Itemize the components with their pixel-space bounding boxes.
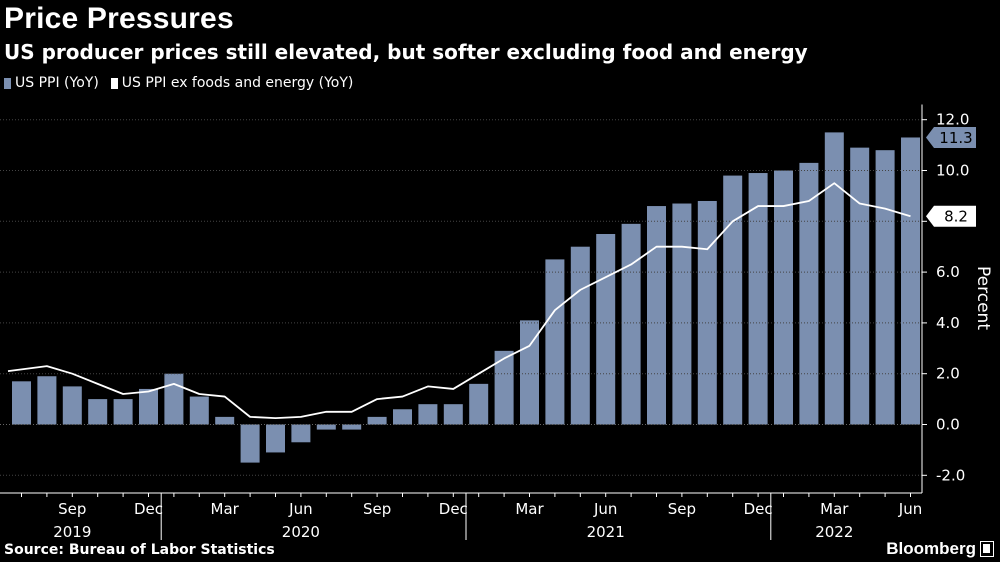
bar (62, 386, 82, 425)
bar (850, 147, 870, 425)
x-tick-label: Mar (211, 500, 240, 518)
brand-logo-text: Bloomberg (886, 539, 976, 558)
bar (697, 200, 717, 425)
bar (621, 223, 641, 425)
x-year-label: 2021 (587, 523, 625, 541)
x-tick-label: Sep (668, 500, 696, 518)
y-tick-label: 10.0 (936, 162, 969, 180)
bar (647, 206, 666, 425)
y-tick-label: 0.0 (936, 416, 960, 434)
end-label-ppi-box (926, 126, 976, 148)
bar (12, 381, 31, 425)
x-tick-label: Sep (58, 500, 86, 518)
bar (469, 383, 489, 425)
line-path (7, 182, 911, 420)
legend-swatch-ppi-core (110, 77, 118, 89)
end-labels: 11.3 8.2 (926, 126, 976, 227)
bloomberg-icon (980, 541, 994, 557)
y-axis: 12.010.08.06.04.02.00.0-2.0 (0, 104, 969, 493)
legend-item-ppi-core: US PPI ex foods and energy (YoY) (110, 75, 354, 91)
x-tick-label: Jun (288, 500, 312, 518)
bar (215, 416, 235, 425)
x-tick-label: Jun (593, 500, 617, 518)
y-tick-label: -2.0 (936, 466, 965, 484)
bar (570, 246, 590, 425)
bar (748, 173, 768, 425)
bar (342, 424, 362, 430)
bar (88, 399, 108, 425)
y-tick-label: 4.0 (936, 314, 960, 332)
x-axis: Sep Dec Mar Jun Sep Dec Mar Jun Sep Dec Mar Jun 2019… (0, 492, 922, 541)
bar (672, 203, 692, 425)
x-tick-label: Dec (439, 500, 468, 518)
x-year-label: 2020 (282, 523, 320, 541)
legend-swatch-ppi (4, 77, 11, 89)
bar (113, 399, 133, 425)
y-axis-label: Percent (973, 266, 993, 330)
bar (824, 132, 844, 425)
bar (418, 404, 438, 425)
bar (139, 388, 158, 425)
bar-series-ppi (12, 132, 920, 463)
bar (723, 175, 743, 425)
bar (596, 234, 616, 425)
bar (494, 350, 514, 425)
bar (393, 409, 412, 425)
bar (799, 162, 819, 425)
chart-title: Price Pressures (4, 2, 234, 35)
line-series-ppi-core (7, 182, 911, 420)
bar (37, 376, 57, 425)
bar (774, 170, 793, 425)
x-year-label: 2022 (815, 523, 853, 541)
bar (240, 424, 260, 463)
x-year-label: 2019 (53, 523, 91, 541)
legend-item-ppi: US PPI (YoY) (4, 75, 99, 91)
bar (545, 259, 565, 425)
y-tick-label: 6.0 (936, 263, 960, 281)
bar (875, 150, 895, 425)
bar (443, 404, 463, 425)
end-label-ppi-core: 8.2 (944, 208, 968, 226)
x-tick-label: Jun (898, 500, 922, 518)
chart-subtitle: US producer prices still elevated, but s… (4, 40, 808, 64)
y-tick-label: 2.0 (936, 365, 960, 383)
legend-label-ppi-core: US PPI ex foods and energy (YoY) (121, 75, 354, 91)
source-note: Source: Bureau of Labor Statistics (4, 542, 275, 558)
bar (367, 416, 387, 425)
bar (291, 424, 311, 443)
bar (164, 373, 184, 425)
bar (266, 424, 285, 453)
y-tick-label: 12.0 (936, 111, 969, 129)
x-tick-label: Sep (363, 500, 391, 518)
bar (520, 320, 539, 425)
x-tick-label: Dec (744, 500, 773, 518)
legend: US PPI (YoY) US PPI ex foods and energy … (4, 75, 365, 91)
bar (901, 137, 920, 425)
x-tick-label: Mar (515, 500, 544, 518)
x-tick-label: Mar (820, 500, 849, 518)
end-label-ppi: 11.3 (939, 129, 972, 147)
end-label-ppi-core-box (926, 205, 976, 227)
bar (316, 424, 336, 430)
x-tick-label: Dec (134, 500, 163, 518)
bar (189, 396, 209, 425)
legend-label-ppi: US PPI (YoY) (15, 75, 99, 91)
